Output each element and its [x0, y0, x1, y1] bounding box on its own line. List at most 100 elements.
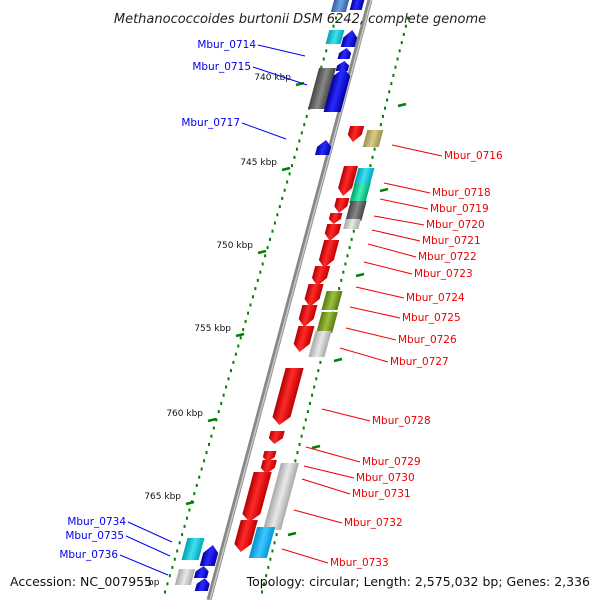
- major-tick: [207, 417, 217, 423]
- scale-ticks: 740 kbp 745 kbp 750 kbp 755 kbp 760 kbp 765 k…: [144, 73, 305, 588]
- minor-tick: [386, 98, 389, 102]
- leader-line: [355, 286, 405, 299]
- gene-arrow: [304, 284, 324, 307]
- major-tick: [311, 444, 321, 450]
- gene-block: [321, 291, 343, 310]
- gene-label: Mbur_0736: [59, 549, 118, 561]
- minor-tick: [286, 180, 289, 184]
- minor-tick: [319, 360, 322, 364]
- gene-label: Mbur_0735: [65, 530, 124, 542]
- minor-tick: [178, 541, 181, 545]
- gene-block: [263, 463, 299, 530]
- minor-tick: [183, 524, 186, 528]
- tick-label: 750 kbp: [216, 241, 253, 251]
- minor-tick: [320, 65, 323, 69]
- minor-tick: [273, 221, 276, 225]
- minor-tick: [304, 418, 307, 422]
- minor-tick: [348, 246, 351, 250]
- leader-line: [391, 144, 443, 157]
- gene-arrow: [272, 368, 304, 425]
- leader-line: [252, 66, 308, 86]
- minor-tick: [251, 295, 254, 299]
- minor-tick: [232, 360, 235, 364]
- minor-tick: [340, 278, 343, 282]
- genome-backbone-highlight: [209, 0, 372, 600]
- minor-tick: [396, 57, 399, 61]
- minor-tick: [300, 434, 303, 438]
- minor-tick: [308, 401, 311, 405]
- minor-tick: [342, 270, 345, 274]
- minor-tick: [261, 262, 264, 266]
- gene-arrow: [337, 48, 352, 59]
- minor-tick: [404, 24, 407, 28]
- gene-labels: Mbur_0714 Mbur_0715 Mbur_0717 Mbur_0734 Mbur…: [59, 39, 503, 576]
- gene-block: [330, 0, 350, 12]
- gene-arrow: [262, 451, 277, 462]
- minor-tick: [322, 57, 325, 61]
- gene-label: Mbur_0719: [430, 203, 489, 215]
- gene-block: [181, 538, 205, 560]
- minor-tick: [271, 549, 274, 553]
- minor-tick: [237, 344, 240, 348]
- minor-tick: [295, 147, 298, 151]
- major-tick: [235, 332, 245, 338]
- leader-line: [345, 327, 397, 341]
- leader-line: [303, 465, 355, 479]
- gene-label: Mbur_0724: [406, 292, 465, 304]
- genome-title: Methanococcoides burtonii DSM 6242, comp…: [114, 12, 486, 27]
- leader-line: [363, 261, 413, 275]
- major-tick: [333, 357, 343, 363]
- minor-tick: [384, 106, 387, 110]
- gene-block: [353, 168, 375, 186]
- minor-tick: [203, 459, 206, 463]
- minor-tick: [407, 16, 409, 20]
- gene-block: [248, 527, 276, 558]
- leader-line: [339, 347, 389, 363]
- leader-line: [367, 243, 417, 258]
- left-tick-track: [164, 16, 337, 594]
- gene-arrow: [293, 326, 315, 352]
- minor-tick: [402, 32, 405, 36]
- gene-block: [343, 219, 361, 229]
- minor-tick: [273, 541, 276, 545]
- gene-arrow: [340, 30, 358, 47]
- minor-tick: [249, 303, 252, 307]
- tick-label: bp: [148, 578, 160, 588]
- minor-tick: [205, 451, 208, 455]
- tick-label: 755 kbp: [194, 324, 231, 334]
- gene-arrow: [268, 431, 285, 444]
- minor-tick: [259, 270, 262, 274]
- minor-tick: [212, 426, 215, 430]
- minor-tick: [242, 328, 245, 332]
- minor-tick: [390, 82, 393, 86]
- gene-label: Mbur_0714: [197, 39, 256, 51]
- minor-tick: [388, 90, 391, 94]
- leader-line: [257, 44, 306, 57]
- minor-tick: [373, 147, 376, 151]
- gene-label: Mbur_0729: [362, 456, 421, 468]
- gene-arrow: [328, 213, 343, 224]
- leader-line: [305, 446, 361, 463]
- leader-line: [119, 554, 169, 576]
- minor-tick: [398, 49, 401, 53]
- leader-line: [373, 215, 425, 226]
- gene-block: [325, 30, 345, 44]
- minor-tick: [281, 196, 284, 200]
- accession-text: Accession: NC_007955: [10, 574, 152, 589]
- tick-label: 765 kbp: [144, 492, 181, 502]
- leader-line: [125, 535, 171, 557]
- leader-line: [127, 521, 173, 543]
- minor-tick: [166, 582, 169, 586]
- minor-tick: [176, 549, 179, 553]
- minor-tick: [269, 557, 272, 561]
- minor-tick: [195, 483, 198, 487]
- gene-arrow: [347, 126, 365, 142]
- minor-tick: [168, 574, 171, 578]
- gene-arrow: [199, 545, 219, 566]
- gene-arrow: [318, 240, 340, 268]
- minor-tick: [244, 319, 247, 323]
- minor-tick: [254, 287, 257, 291]
- gene-block: [345, 201, 367, 221]
- minor-tick: [276, 213, 279, 217]
- minor-tick: [344, 262, 347, 266]
